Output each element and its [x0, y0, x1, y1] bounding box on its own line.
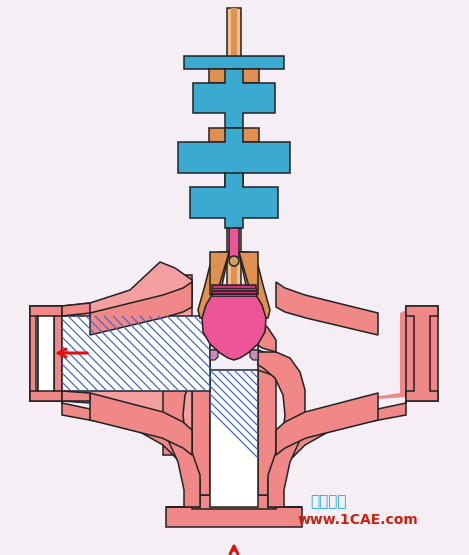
Bar	[62, 316, 210, 391]
Bar	[192, 495, 276, 509]
Polygon shape	[30, 306, 192, 472]
Polygon shape	[166, 350, 210, 507]
Bar	[229, 228, 239, 258]
Polygon shape	[62, 275, 192, 320]
Polygon shape	[90, 282, 192, 335]
Bar	[210, 370, 258, 507]
Text: 仿真在线: 仿真在线	[310, 494, 347, 509]
Polygon shape	[193, 69, 275, 128]
Polygon shape	[210, 295, 258, 350]
Polygon shape	[30, 306, 62, 401]
Polygon shape	[62, 391, 90, 401]
Text: www.1CAE.com: www.1CAE.com	[298, 513, 419, 527]
Polygon shape	[202, 295, 266, 360]
Bar	[184, 56, 284, 69]
Bar	[227, 8, 241, 305]
Polygon shape	[239, 252, 270, 318]
Bar	[212, 288, 256, 290]
Bar	[209, 69, 259, 83]
Polygon shape	[163, 352, 210, 507]
Bar	[192, 370, 210, 495]
Polygon shape	[62, 262, 192, 455]
Polygon shape	[212, 285, 256, 295]
Bar	[30, 306, 62, 401]
Polygon shape	[406, 306, 438, 401]
Bar	[36, 316, 54, 391]
Bar	[209, 128, 259, 142]
Polygon shape	[276, 393, 378, 455]
Bar	[62, 316, 210, 391]
Polygon shape	[258, 350, 302, 507]
Circle shape	[229, 256, 239, 266]
Polygon shape	[62, 303, 90, 316]
Polygon shape	[276, 282, 378, 335]
Polygon shape	[276, 310, 406, 456]
Polygon shape	[198, 252, 229, 318]
Bar	[231, 8, 237, 305]
Polygon shape	[62, 310, 192, 456]
Bar	[258, 370, 276, 495]
Bar	[212, 291, 256, 293]
Bar	[210, 370, 258, 507]
Polygon shape	[190, 173, 278, 228]
Bar	[212, 294, 256, 296]
Polygon shape	[258, 352, 305, 507]
Polygon shape	[239, 252, 258, 295]
Bar	[38, 316, 54, 391]
Polygon shape	[192, 307, 276, 352]
Bar	[166, 507, 302, 527]
Polygon shape	[210, 350, 218, 360]
Polygon shape	[178, 128, 290, 186]
Polygon shape	[250, 350, 258, 360]
Polygon shape	[62, 306, 192, 455]
Polygon shape	[90, 393, 192, 455]
Polygon shape	[276, 306, 438, 472]
Polygon shape	[210, 252, 229, 295]
